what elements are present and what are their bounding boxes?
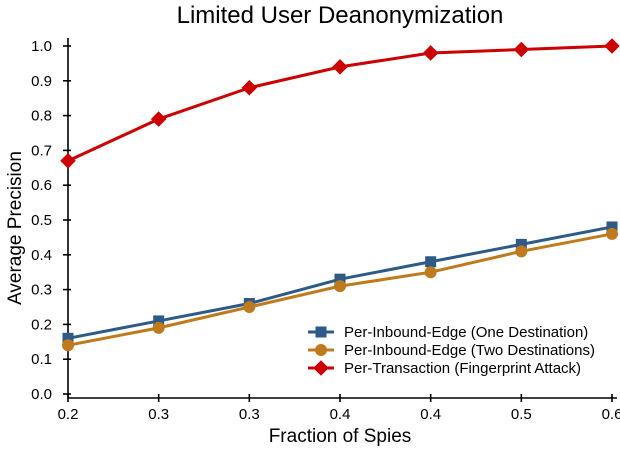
y-tick-label: 0.5 — [31, 212, 52, 229]
legend-label: Per-Inbound-Edge (Two Destinations) — [344, 341, 595, 359]
data-point-square — [334, 273, 346, 285]
x-tick-label: 0.2 — [58, 406, 79, 423]
x-tick-label: 0.4 — [420, 406, 441, 423]
data-point-diamond — [604, 38, 620, 54]
legend-marker-square — [308, 323, 334, 341]
data-point-diamond — [513, 41, 530, 58]
y-tick-label: 0.7 — [31, 142, 52, 159]
y-tick-label: 1.0 — [31, 38, 52, 55]
y-tick-label: 0.8 — [31, 108, 52, 125]
legend-item: Per-Inbound-Edge (Two Destinations) — [308, 341, 595, 359]
data-point-square — [425, 256, 437, 268]
data-point-diamond — [60, 153, 76, 169]
data-point-square — [153, 315, 165, 327]
data-point-circle — [243, 301, 256, 313]
x-tick-label: 0.3 — [239, 406, 260, 423]
data-point-circle — [606, 227, 618, 240]
legend-item: Per-Transaction (Fingerprint Attack) — [308, 359, 595, 377]
y-tick-label: 0.2 — [31, 316, 52, 333]
data-point-diamond — [332, 59, 348, 75]
y-tick-label: 0.4 — [31, 247, 52, 264]
data-point-square — [62, 332, 74, 344]
y-tick-label: 0.0 — [31, 386, 52, 403]
data-point-diamond — [422, 45, 439, 61]
data-point-circle — [515, 245, 528, 258]
y-tick-label: 0.6 — [31, 177, 52, 194]
data-point-circle — [334, 280, 346, 293]
data-point-circle — [152, 321, 165, 334]
chart-title: Limited User Deanonymization — [176, 2, 504, 29]
x-axis-label: Fraction of Spies — [268, 426, 412, 447]
data-point-square — [515, 238, 527, 250]
data-point-circle — [62, 339, 74, 352]
data-point-diamond — [150, 111, 167, 127]
y-tick-label: 0.3 — [31, 282, 52, 299]
legend-label: Per-Inbound-Edge (One Destination) — [344, 323, 589, 341]
x-tick-label: 0.4 — [330, 406, 351, 423]
data-point-square — [606, 221, 618, 233]
x-tick-label: 0.3 — [148, 406, 169, 423]
legend-marker-diamond — [308, 359, 334, 377]
x-tick-label: 0.5 — [511, 406, 532, 423]
data-point-circle — [424, 266, 437, 279]
x-tick-label: 0.6 — [602, 406, 620, 423]
legend-marker-circle — [308, 341, 334, 359]
legend: Per-Inbound-Edge (One Destination) Per-I… — [308, 323, 595, 377]
y-axis-label: Average Precision — [5, 151, 26, 305]
y-tick-label: 0.1 — [31, 351, 52, 368]
y-tick-label: 0.9 — [31, 73, 52, 90]
legend-label: Per-Transaction (Fingerprint Attack) — [344, 359, 582, 377]
legend-item: Per-Inbound-Edge (One Destination) — [308, 323, 595, 341]
data-point-diamond — [241, 79, 258, 96]
